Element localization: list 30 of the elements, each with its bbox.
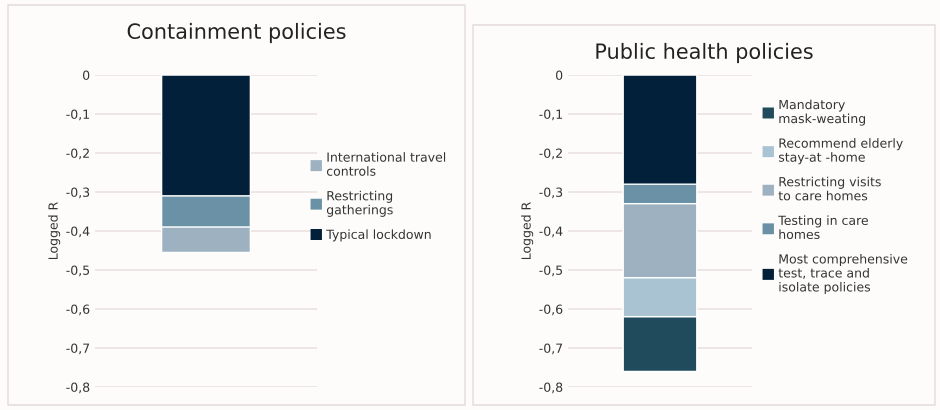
y-tick-label: -0,7 (539, 343, 562, 354)
legend-label: Restricting gatherings (326, 190, 393, 217)
y-tick-label: -0,1 (66, 109, 89, 120)
y-axis-title: Logged R (48, 202, 60, 260)
y-tick-label: -0,2 (539, 148, 562, 160)
y-tick-label: -0,3 (539, 187, 562, 198)
y-tick-label: -0,3 (66, 187, 90, 198)
legend-label: Most comprehensive test, trace and isolate policies (778, 254, 908, 294)
legend-label: Mandatory mask-weating (779, 100, 866, 126)
y-tick-label: 0 (83, 70, 90, 80)
legend-label: Typical lockdown (326, 229, 431, 242)
chart-title: Public health policies (596, 42, 813, 64)
chart-title: Containment policies (128, 22, 346, 44)
y-tick-label: -0,6 (66, 304, 90, 316)
y-tick-label: -0,5 (66, 265, 90, 276)
y-tick-label: -0,6 (539, 304, 562, 316)
legend-label: International travel controls (326, 152, 446, 176)
y-tick-label: -0,8 (539, 382, 562, 394)
y-tick-label: -0,2 (66, 148, 89, 160)
y-tick-label: -0,8 (66, 382, 90, 394)
y-tick-label: -0,4 (539, 226, 562, 238)
legend-label: Testing in care homes (778, 215, 868, 240)
y-tick-label: -0,7 (66, 343, 90, 354)
y-tick-label: -0,5 (539, 265, 562, 276)
y-axis-title: Logged R (521, 202, 534, 260)
legend-label: Restricting visits to care homes (778, 176, 881, 200)
y-tick-label: 0 (556, 70, 562, 80)
y-tick-label: -0,1 (539, 109, 562, 120)
y-tick-label: -0,4 (66, 226, 90, 238)
legend-label: Recommend elderly stay-at -home (778, 138, 903, 164)
